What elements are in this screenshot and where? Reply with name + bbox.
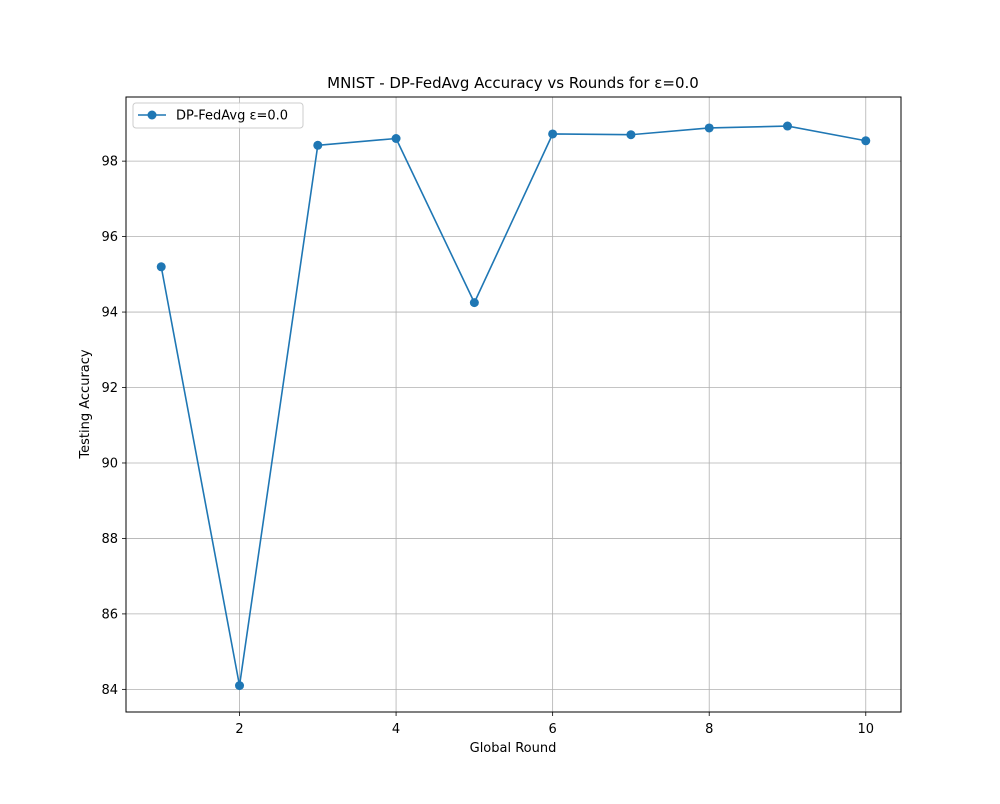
y-tick-label: 88 xyxy=(101,532,118,547)
grid-lines xyxy=(126,97,901,712)
y-tick-label: 98 xyxy=(101,155,118,170)
y-axis-ticks: 84 86 88 90 92 94 96 98 xyxy=(101,155,126,698)
y-tick-label: 86 xyxy=(101,607,118,622)
x-tick-label: 10 xyxy=(857,722,874,737)
y-tick-label: 96 xyxy=(101,230,118,245)
x-axis-ticks: 2 4 6 8 10 xyxy=(235,712,874,737)
legend-entry-label: DP-FedAvg ε=0.0 xyxy=(176,109,288,124)
plot-area-background xyxy=(126,97,901,712)
series-group xyxy=(156,121,871,691)
x-axis-label: Global Round xyxy=(470,741,557,756)
y-tick-label: 90 xyxy=(101,456,118,471)
x-tick-label: 6 xyxy=(549,722,557,737)
data-point-marker xyxy=(469,298,479,308)
data-point-marker xyxy=(704,123,714,133)
data-point-marker xyxy=(782,121,792,131)
y-axis-label: Testing Accuracy xyxy=(78,349,93,459)
y-tick-label: 94 xyxy=(101,306,118,321)
y-tick-label: 92 xyxy=(101,381,118,396)
y-tick-label: 84 xyxy=(101,683,118,698)
plot-area-frame xyxy=(125,96,902,713)
chart-title: MNIST - DP-FedAvg Accuracy vs Rounds for… xyxy=(327,74,699,92)
legend: DP-FedAvg ε=0.0 xyxy=(132,102,304,129)
legend-box xyxy=(132,102,304,129)
x-tick-label: 4 xyxy=(392,722,400,737)
data-point-marker xyxy=(156,262,166,272)
data-point-marker xyxy=(548,129,558,139)
data-point-marker xyxy=(391,134,401,144)
x-tick-label: 2 xyxy=(235,722,243,737)
x-tick-label: 8 xyxy=(705,722,713,737)
series-line xyxy=(160,125,866,687)
data-point-marker xyxy=(235,681,245,691)
data-point-marker xyxy=(626,130,636,140)
legend-marker-sample xyxy=(147,110,157,120)
data-point-marker xyxy=(313,140,323,150)
data-point-marker xyxy=(861,136,871,146)
